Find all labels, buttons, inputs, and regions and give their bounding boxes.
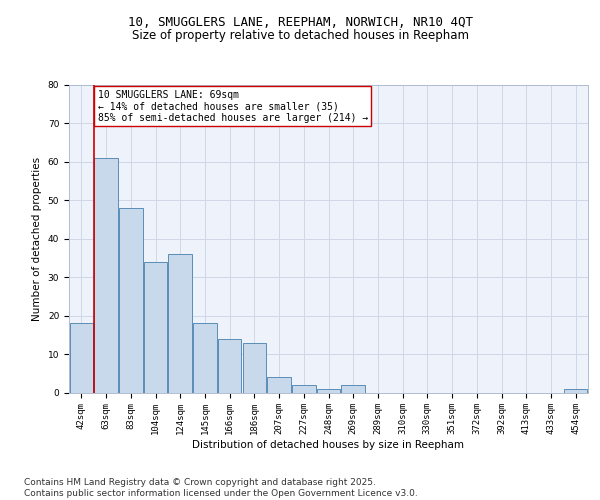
X-axis label: Distribution of detached houses by size in Reepham: Distribution of detached houses by size … xyxy=(193,440,464,450)
Bar xyxy=(218,338,241,392)
Bar xyxy=(193,324,217,392)
Bar xyxy=(268,377,291,392)
Bar xyxy=(119,208,143,392)
Text: 10, SMUGGLERS LANE, REEPHAM, NORWICH, NR10 4QT: 10, SMUGGLERS LANE, REEPHAM, NORWICH, NR… xyxy=(128,16,473,29)
Bar xyxy=(94,158,118,392)
Bar xyxy=(169,254,192,392)
Bar xyxy=(292,385,316,392)
Text: Size of property relative to detached houses in Reepham: Size of property relative to detached ho… xyxy=(131,28,469,42)
Bar xyxy=(564,388,587,392)
Bar xyxy=(341,385,365,392)
Bar xyxy=(317,388,340,392)
Bar xyxy=(70,324,93,392)
Text: 10 SMUGGLERS LANE: 69sqm
← 14% of detached houses are smaller (35)
85% of semi-d: 10 SMUGGLERS LANE: 69sqm ← 14% of detach… xyxy=(98,90,368,123)
Y-axis label: Number of detached properties: Number of detached properties xyxy=(32,156,42,321)
Text: Contains HM Land Registry data © Crown copyright and database right 2025.
Contai: Contains HM Land Registry data © Crown c… xyxy=(24,478,418,498)
Bar xyxy=(144,262,167,392)
Bar xyxy=(242,342,266,392)
